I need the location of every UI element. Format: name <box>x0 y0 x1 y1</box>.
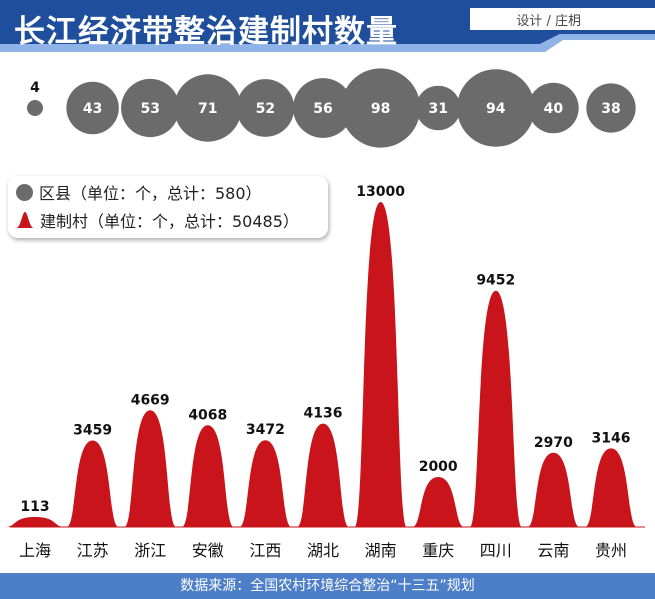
village-bell-0 <box>5 517 65 527</box>
county-circle-6 <box>341 68 421 148</box>
category-label-3: 安徽 <box>192 541 224 560</box>
data-source-footer: 数据来源：全国农村环境综合整治“十三五”规划 <box>0 573 655 599</box>
village-bell-3 <box>181 425 234 527</box>
county-value-label-9: 40 <box>544 101 564 117</box>
county-circle-8 <box>457 69 535 147</box>
village-value-label-0: 113 <box>20 499 49 515</box>
village-value-label-6: 13000 <box>356 184 405 200</box>
county-circle-9 <box>528 82 579 134</box>
village-bell-9 <box>527 452 580 527</box>
county-value-label-0: 4 <box>30 80 40 96</box>
village-value-label-1: 3459 <box>73 423 112 439</box>
legend-label-villages: 建制村（单位：个，总计：50485） <box>40 212 299 231</box>
legend-item-counties: 区县（单位：个，总计：580） <box>16 180 262 204</box>
village-value-label-10: 3146 <box>592 430 631 446</box>
county-circle-2 <box>121 78 180 138</box>
category-label-5: 湖北 <box>307 541 339 560</box>
county-circle-5 <box>293 78 353 138</box>
header-banner: 长江经济带整治建制村数量 设计 / 庄枂 <box>0 0 655 58</box>
county-value-label-7: 31 <box>428 101 447 117</box>
county-circles: 4 43 53 71 52 56 98 31 94 40 38 <box>27 68 636 148</box>
village-bell-shapes: 113 上海 3459 江苏 4669 浙江 4068 安徽 3472 江西 4136 湖北 13000… <box>5 184 637 560</box>
chart-title: 长江经济带整治建制村数量 <box>14 14 398 50</box>
village-bell-2 <box>124 410 177 527</box>
county-circle-3 <box>174 74 242 142</box>
village-bell-8 <box>469 290 522 527</box>
village-bell-4 <box>239 440 292 527</box>
county-value-label-2: 53 <box>140 101 159 117</box>
county-circle-1 <box>66 81 119 135</box>
county-value-label-8: 94 <box>486 101 506 117</box>
village-value-label-5: 4136 <box>304 406 343 422</box>
village-bell-1 <box>66 440 119 527</box>
county-circle-10 <box>586 83 636 133</box>
legend-label-counties: 区县（单位：个，总计：580） <box>39 184 262 203</box>
designer-credit: 设计 / 庄枂 <box>516 14 581 29</box>
category-label-6: 湖南 <box>365 541 397 560</box>
category-label-8: 四川 <box>480 541 512 560</box>
county-value-label-4: 52 <box>256 101 275 117</box>
village-value-label-9: 2970 <box>534 435 573 451</box>
village-value-label-2: 4669 <box>131 392 170 408</box>
category-label-2: 浙江 <box>134 541 166 560</box>
circle-icon <box>16 183 33 201</box>
county-value-label-5: 56 <box>313 101 332 117</box>
category-label-0: 上海 <box>19 541 51 560</box>
county-value-label-1: 43 <box>83 101 102 117</box>
header-background <box>0 0 655 52</box>
category-label-7: 重庆 <box>422 541 454 560</box>
village-bell-7 <box>412 477 465 527</box>
bell-curve-icon <box>16 212 34 228</box>
village-value-label-3: 4068 <box>188 407 227 423</box>
county-circle-0 <box>27 100 43 116</box>
county-value-label-6: 98 <box>371 101 390 117</box>
category-label-10: 贵州 <box>595 541 627 560</box>
county-value-label-3: 71 <box>198 101 217 117</box>
village-value-label-8: 9452 <box>476 273 515 289</box>
village-value-label-7: 2000 <box>419 459 458 475</box>
county-value-label-10: 38 <box>601 101 620 117</box>
village-bell-5 <box>297 423 349 527</box>
category-label-9: 云南 <box>537 541 569 560</box>
category-label-4: 江西 <box>249 541 281 560</box>
chart-canvas: 4 43 53 71 52 56 98 31 94 40 38 113 上海 3459 江苏 4669 浙江 4… <box>5 68 645 560</box>
village-value-label-4: 3472 <box>246 422 285 438</box>
county-circle-4 <box>236 79 295 137</box>
legend-item-villages: 建制村（单位：个，总计：50485） <box>16 208 299 232</box>
village-bell-6 <box>354 202 407 527</box>
category-label-1: 江苏 <box>77 541 109 560</box>
county-circle-7 <box>415 85 461 131</box>
village-bell-10 <box>585 448 637 527</box>
legend: 区县（单位：个，总计：580） 建制村（单位：个，总计：50485） <box>8 176 328 238</box>
